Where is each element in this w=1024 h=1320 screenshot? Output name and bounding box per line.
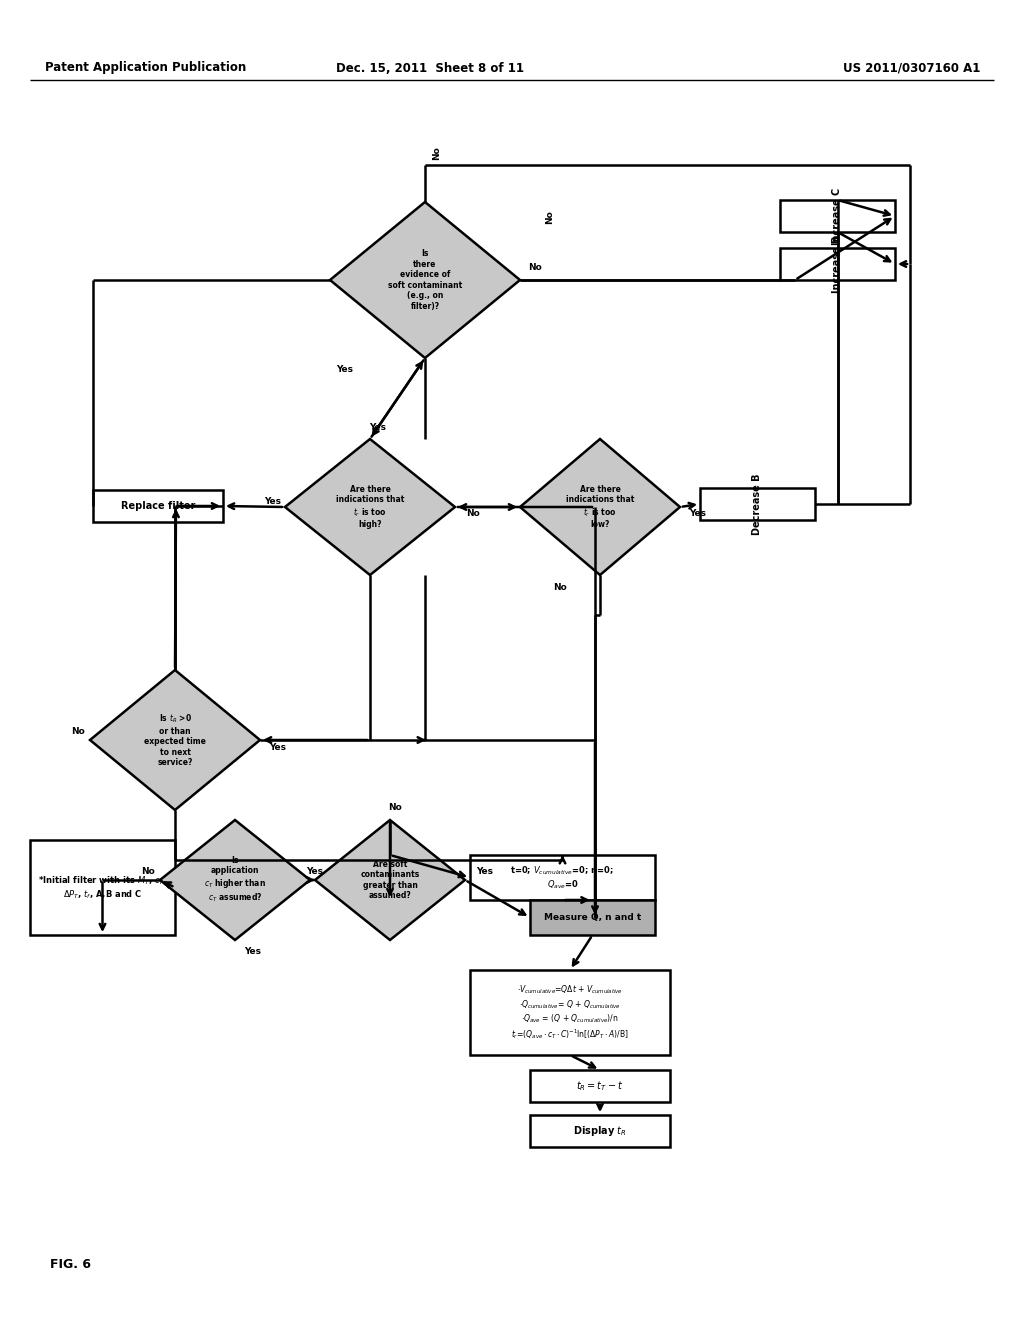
Text: Are there
indications that
$t_r$ is too
low?: Are there indications that $t_r$ is too … [566, 484, 634, 529]
Text: No: No [141, 867, 155, 876]
Text: Display $t_R$: Display $t_R$ [573, 1125, 627, 1138]
Text: t=0; $V_{cumulative}$=0; n=0;
$Q_{ave}$=0: t=0; $V_{cumulative}$=0; n=0; $Q_{ave}$=… [511, 865, 614, 891]
Text: No: No [466, 508, 480, 517]
FancyBboxPatch shape [470, 855, 655, 900]
FancyBboxPatch shape [530, 1115, 670, 1147]
Text: $t_R=t_T-t$: $t_R=t_T-t$ [577, 1080, 624, 1093]
Text: Increase B: Increase B [833, 235, 843, 293]
Text: Are there
indications that
$t_r$ is too
high?: Are there indications that $t_r$ is too … [336, 484, 404, 529]
Polygon shape [90, 671, 260, 810]
FancyBboxPatch shape [470, 970, 670, 1055]
Text: Yes: Yes [370, 422, 386, 432]
Polygon shape [160, 820, 310, 940]
FancyBboxPatch shape [530, 1071, 670, 1102]
Text: No: No [71, 727, 85, 737]
Text: No: No [553, 582, 567, 591]
Text: No: No [546, 210, 555, 224]
Polygon shape [330, 202, 520, 358]
Polygon shape [520, 440, 680, 576]
Text: *Initial filter with its $M_T$, $c_T$,
$\Delta P_T$, $t_f$, A,B and C: *Initial filter with its $M_T$, $c_T$, $… [38, 874, 167, 900]
FancyBboxPatch shape [530, 900, 655, 935]
Text: US 2011/0307160 A1: US 2011/0307160 A1 [843, 62, 980, 74]
FancyBboxPatch shape [700, 488, 815, 520]
Text: FIG. 6: FIG. 6 [50, 1258, 91, 1271]
Text: Yes: Yes [476, 867, 494, 876]
Polygon shape [315, 820, 465, 940]
Text: Yes: Yes [245, 948, 261, 957]
Text: $\cdot V_{cumulative}$=$Q\Delta t$ + $V_{cumulative}$
$\cdot Q_{cumulative}$= $Q: $\cdot V_{cumulative}$=$Q\Delta t$ + $V_… [511, 983, 629, 1041]
Text: Yes: Yes [689, 508, 707, 517]
Text: No: No [432, 147, 441, 160]
Text: Is $t_R$ >0
or than
expected time
to next
service?: Is $t_R$ >0 or than expected time to nex… [144, 713, 206, 767]
Text: Decrease B: Decrease B [753, 474, 763, 535]
Text: Replace filter: Replace filter [121, 502, 196, 511]
Text: Patent Application Publication: Patent Application Publication [45, 62, 246, 74]
Text: Dec. 15, 2011  Sheet 8 of 11: Dec. 15, 2011 Sheet 8 of 11 [336, 62, 524, 74]
Text: Is
application
$c_T$ higher than
$c_T$ assumed?: Is application $c_T$ higher than $c_T$ a… [204, 855, 266, 904]
Text: Measure Q, n and t: Measure Q, n and t [544, 913, 641, 921]
Text: Yes: Yes [269, 743, 287, 752]
Text: Are soft
contaminants
greater than
assumed?: Are soft contaminants greater than assum… [360, 859, 420, 900]
Text: Is
there
evidence of
soft contaminant
(e.g., on
filter)?: Is there evidence of soft contaminant (e… [388, 249, 462, 310]
FancyBboxPatch shape [780, 248, 895, 280]
FancyBboxPatch shape [780, 201, 895, 232]
Text: Yes: Yes [337, 366, 353, 375]
Text: Yes: Yes [264, 496, 282, 506]
Text: Yes: Yes [306, 867, 324, 876]
Text: No: No [528, 264, 542, 272]
Polygon shape [285, 440, 455, 576]
FancyBboxPatch shape [30, 840, 175, 935]
Text: Increase C: Increase C [833, 187, 843, 244]
FancyBboxPatch shape [93, 490, 223, 521]
Text: No: No [388, 804, 401, 813]
